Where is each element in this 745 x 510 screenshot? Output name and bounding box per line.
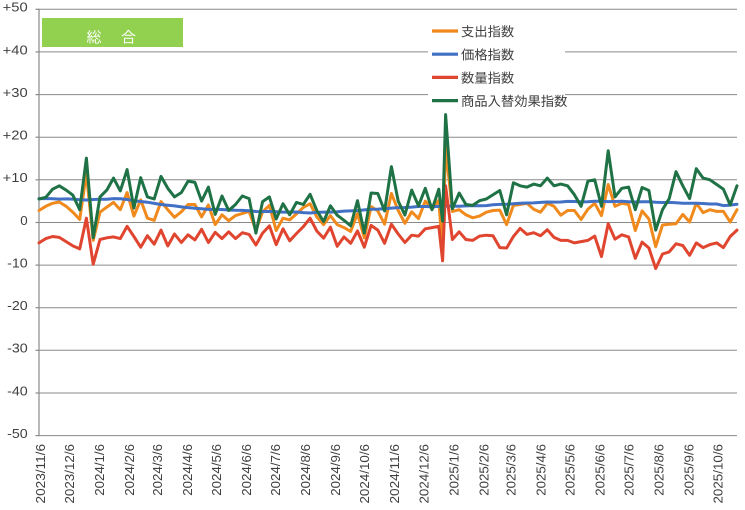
svg-text:2024/12/6: 2024/12/6 xyxy=(416,444,431,504)
svg-text:2023/11/6: 2023/11/6 xyxy=(33,444,48,504)
svg-text:-40: -40 xyxy=(7,383,28,398)
svg-text:-50: -50 xyxy=(7,426,28,441)
svg-text:2024/3/6: 2024/3/6 xyxy=(150,444,165,496)
svg-text:-10: -10 xyxy=(7,256,28,271)
svg-text:2023/12/6: 2023/12/6 xyxy=(62,444,77,504)
svg-text:-30: -30 xyxy=(7,341,28,356)
svg-text:2025/6/6: 2025/6/6 xyxy=(593,444,608,496)
svg-text:2025/5/6: 2025/5/6 xyxy=(563,444,578,496)
svg-text:2024/11/6: 2024/11/6 xyxy=(387,444,402,504)
svg-text:+50: +50 xyxy=(3,0,28,15)
svg-text:0: 0 xyxy=(20,213,27,228)
svg-text:2024/4/6: 2024/4/6 xyxy=(180,444,195,496)
svg-text:-20: -20 xyxy=(7,298,28,313)
svg-text:2025/2/6: 2025/2/6 xyxy=(476,444,491,496)
svg-text:2025/10/6: 2025/10/6 xyxy=(711,444,726,504)
svg-text:2025/4/6: 2025/4/6 xyxy=(533,444,548,496)
svg-text:2024/10/6: 2024/10/6 xyxy=(357,444,372,504)
svg-text:2025/3/6: 2025/3/6 xyxy=(503,444,518,496)
svg-text:2025/7/6: 2025/7/6 xyxy=(622,444,637,496)
svg-text:2024/5/6: 2024/5/6 xyxy=(209,444,224,496)
svg-text:+30: +30 xyxy=(3,85,28,100)
svg-text:2024/6/6: 2024/6/6 xyxy=(239,444,254,496)
svg-text:2025/9/6: 2025/9/6 xyxy=(682,444,697,496)
svg-text:2024/8/6: 2024/8/6 xyxy=(298,444,313,496)
svg-text:+20: +20 xyxy=(3,128,28,143)
svg-text:2024/9/6: 2024/9/6 xyxy=(328,444,343,496)
svg-text:2024/1/6: 2024/1/6 xyxy=(92,444,107,496)
svg-text:+10: +10 xyxy=(3,170,28,185)
svg-text:2024/2/6: 2024/2/6 xyxy=(122,444,137,496)
svg-text:2025/8/6: 2025/8/6 xyxy=(652,444,667,496)
svg-text:+40: +40 xyxy=(3,42,28,57)
svg-text:2025/1/6: 2025/1/6 xyxy=(446,444,461,496)
svg-text:2024/7/6: 2024/7/6 xyxy=(268,444,283,496)
